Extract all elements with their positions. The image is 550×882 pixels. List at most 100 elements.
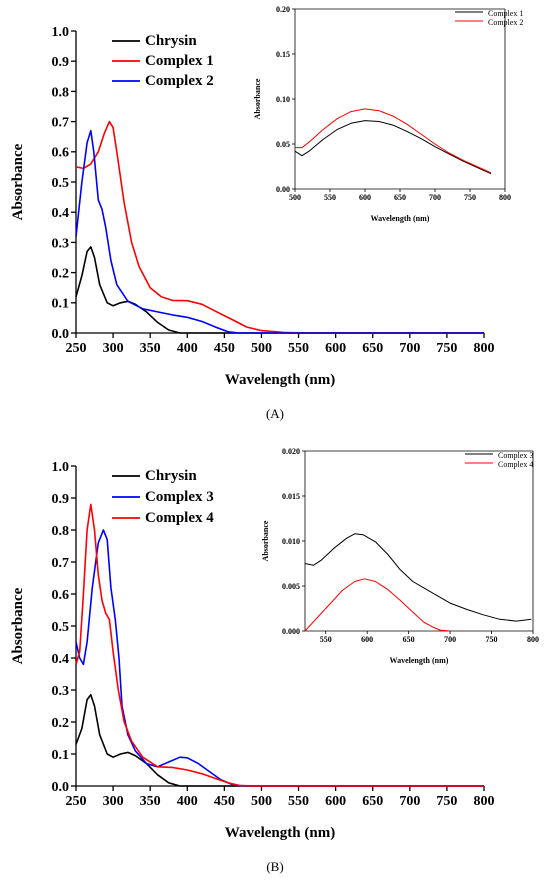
x-tick-label: 350 xyxy=(140,341,161,356)
y-tick-label: 0.5 xyxy=(52,620,70,635)
x-tick-label: 450 xyxy=(214,794,235,809)
x-tick-label: 750 xyxy=(436,794,457,809)
x-tick-label: 250 xyxy=(66,341,87,356)
y-tick-label: 0.7 xyxy=(52,116,70,131)
chrysin-series-line xyxy=(75,693,484,787)
x-tick-label: 550 xyxy=(288,794,309,809)
x-axis-title: Wavelength (nm) xyxy=(225,372,335,388)
x-tick-label: 700 xyxy=(399,794,420,809)
inset-complex-1-series-line xyxy=(294,120,492,175)
y-axis-title: Absorbance xyxy=(10,587,26,664)
inset-x-tick-label: 750 xyxy=(486,635,498,644)
inset-x-tick-label: 800 xyxy=(527,635,539,644)
inset-y-tick-label: 0.015 xyxy=(282,492,300,501)
inset-complex-4-series-line xyxy=(304,578,451,632)
y-tick-label: 1.0 xyxy=(52,25,70,40)
inset-y-axis-title: Absorbance xyxy=(253,78,262,119)
complex-4-series-line xyxy=(75,503,484,787)
inset-chart: 500 550 600 650 700 750 800 0.00 0.05 0.10 0.15 0.2… xyxy=(253,5,523,223)
panel-b: 250 300 350 400 450 500 550 600 650 700 750 8000.00… xyxy=(10,447,539,874)
inset-legend-label: Complex 4 xyxy=(498,460,533,469)
x-tick-label: 700 xyxy=(399,341,420,356)
inset-legend-label: Complex 1 xyxy=(488,9,523,18)
complex-2-series-line xyxy=(75,129,484,334)
y-tick-label: 0.3 xyxy=(52,236,70,251)
inset-y-tick-label: 0.010 xyxy=(282,537,300,546)
x-tick-label: 300 xyxy=(103,794,124,809)
inset-complex-2-series-line xyxy=(295,108,492,174)
inset-y-tick-label: 0.05 xyxy=(276,140,290,149)
x-tick-label: 500 xyxy=(251,794,272,809)
legend-label: Complex 1 xyxy=(145,53,214,69)
legend-label: Chrysin xyxy=(145,33,197,49)
y-tick-label: 0.2 xyxy=(52,716,70,731)
x-tick-label: 650 xyxy=(362,794,383,809)
inset-x-tick-label: 800 xyxy=(499,193,511,202)
legend-label: Complex 3 xyxy=(145,489,214,505)
inset-x-tick-label: 550 xyxy=(324,193,336,202)
legend-label: Chrysin xyxy=(145,468,197,484)
panel-label: (B) xyxy=(266,859,283,874)
x-tick-label: 800 xyxy=(474,794,495,809)
inset-x-tick-label: 650 xyxy=(403,635,415,644)
x-tick-label: 800 xyxy=(474,341,495,356)
inset-y-tick-label: 0.020 xyxy=(282,447,300,456)
y-tick-label: 0.4 xyxy=(52,652,70,667)
inset-y-tick-label: 0.000 xyxy=(282,627,300,636)
inset-y-axis-title: Absorbance xyxy=(261,520,270,561)
inset-y-tick-label: 0.005 xyxy=(282,582,300,591)
y-tick-label: 0.6 xyxy=(52,146,70,161)
x-tick-label: 250 xyxy=(66,794,87,809)
x-tick-label: 600 xyxy=(325,794,346,809)
x-tick-label: 450 xyxy=(214,341,235,356)
x-tick-label: 500 xyxy=(251,341,272,356)
inset-x-tick-label: 500 xyxy=(289,193,301,202)
inset-x-tick-label: 600 xyxy=(359,193,371,202)
x-tick-label: 300 xyxy=(103,341,124,356)
y-tick-label: 0.7 xyxy=(52,556,70,571)
inset-x-tick-label: 700 xyxy=(429,193,441,202)
panel-label: (A) xyxy=(266,406,284,421)
inset-y-tick-label: 0.00 xyxy=(276,185,290,194)
y-tick-label: 0.4 xyxy=(52,206,70,221)
legend-label: Complex 4 xyxy=(145,510,214,526)
y-tick-label: 0.2 xyxy=(52,267,70,282)
y-tick-label: 0.1 xyxy=(52,748,70,763)
x-tick-label: 650 xyxy=(362,341,383,356)
y-tick-label: 0.8 xyxy=(52,524,70,539)
x-tick-label: 600 xyxy=(325,341,346,356)
y-tick-label: 1.0 xyxy=(52,460,70,475)
inset-complex-3-series-line xyxy=(304,533,532,622)
complex-1-series-line xyxy=(75,120,484,334)
y-tick-label: 0.3 xyxy=(52,684,70,699)
chrysin-series-line xyxy=(75,246,484,334)
y-tick-label: 0.6 xyxy=(52,588,70,603)
y-tick-label: 0.1 xyxy=(52,297,70,312)
inset-x-tick-label: 650 xyxy=(394,193,406,202)
inset-x-tick-label: 750 xyxy=(464,193,476,202)
complex-3-series-line xyxy=(75,529,484,787)
inset-y-tick-label: 0.15 xyxy=(276,50,290,59)
inset-x-tick-label: 700 xyxy=(444,635,456,644)
y-tick-label: 0.0 xyxy=(52,780,70,795)
y-tick-label: 0.5 xyxy=(52,176,70,191)
inset-x-axis-title: Wavelength (nm) xyxy=(371,214,430,223)
x-tick-label: 400 xyxy=(177,794,198,809)
inset-legend-label: Complex 3 xyxy=(498,451,533,460)
y-tick-label: 0.9 xyxy=(52,55,70,70)
x-tick-label: 550 xyxy=(288,341,309,356)
y-axis-title: Absorbance xyxy=(10,143,26,220)
legend-label: Complex 2 xyxy=(145,73,214,89)
inset-chart: 550 600 650 700 750 800 0.000 0.005 0.010 0.015 0.… xyxy=(261,447,539,665)
inset-y-tick-label: 0.20 xyxy=(276,5,290,14)
y-tick-label: 0.8 xyxy=(52,85,70,100)
inset-y-tick-label: 0.10 xyxy=(276,95,290,104)
x-tick-label: 400 xyxy=(177,341,198,356)
y-tick-label: 0.9 xyxy=(52,492,70,507)
inset-x-tick-label: 550 xyxy=(320,635,332,644)
inset-legend-label: Complex 2 xyxy=(488,18,523,27)
x-tick-label: 750 xyxy=(436,341,457,356)
x-tick-label: 350 xyxy=(140,794,161,809)
panel-a: 250 300 350 400 450 500 550 600 650 700 750 800 0.00… xyxy=(10,5,523,421)
